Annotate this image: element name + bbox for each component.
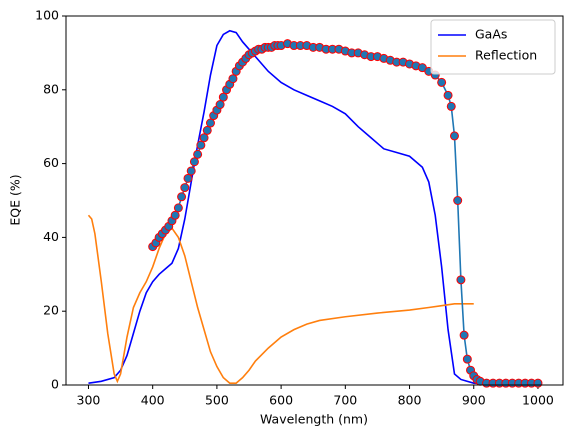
x-tick-label: 900 (462, 393, 486, 408)
data-point (170, 210, 180, 220)
data-point (205, 118, 215, 128)
data-point (199, 133, 209, 143)
x-tick-label: 300 (77, 393, 101, 408)
x-tick-label: 400 (141, 393, 165, 408)
legend-label: Reflection (475, 48, 537, 63)
data-point (189, 157, 199, 167)
data-point (443, 90, 453, 100)
data-point (456, 275, 466, 285)
data-point (453, 196, 463, 205)
data-point (462, 354, 472, 364)
y-tick-label: 40 (43, 229, 59, 244)
y-tick-label: 80 (43, 81, 59, 96)
data-point (180, 183, 190, 193)
x-axis-label: Wavelength (nm) (260, 412, 368, 427)
x-tick-label: 700 (333, 393, 357, 408)
data-point (437, 77, 447, 87)
series-line (88, 29, 538, 386)
data-point (459, 330, 469, 340)
data-point (228, 74, 238, 84)
y-axis-label: EQE (%) (8, 174, 23, 225)
data-point (186, 166, 196, 176)
x-tick-label: 500 (205, 393, 229, 408)
y-tick-label: 0 (51, 377, 59, 392)
axes-frame (65, 15, 564, 386)
y-tick-label: 100 (35, 8, 59, 23)
data-point (193, 149, 203, 159)
data-point (177, 192, 187, 202)
x-tick-label: 1000 (522, 393, 554, 408)
data-point (173, 203, 183, 213)
data-point (196, 140, 206, 150)
data-point (218, 92, 228, 102)
data-point (183, 173, 193, 183)
x-tick-label: 800 (398, 393, 422, 408)
data-point (446, 101, 456, 111)
legend-label: GaAs (475, 27, 507, 42)
y-tick-label: 20 (43, 303, 59, 318)
y-tick-label: 60 (43, 155, 59, 170)
plot-area (87, 29, 543, 388)
x-tick-label: 600 (269, 393, 293, 408)
data-point (533, 378, 543, 388)
series-line (152, 42, 538, 384)
legend-box (430, 19, 556, 75)
data-point (449, 131, 459, 141)
series-line (87, 214, 474, 384)
data-point (215, 100, 225, 110)
data-point (202, 125, 212, 135)
